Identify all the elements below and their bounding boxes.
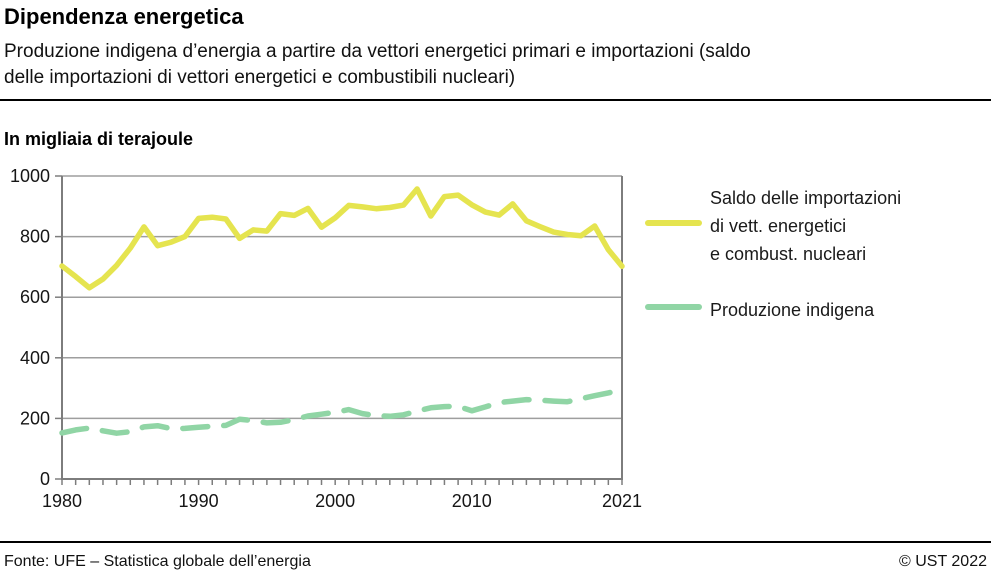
x-tick-label-1980: 1980 bbox=[42, 491, 82, 511]
x-tick-label-2010: 2010 bbox=[452, 491, 492, 511]
series-line-imports bbox=[59, 186, 625, 291]
legend-label-imports-line-1: Saldo delle importazioni bbox=[710, 188, 902, 208]
x-tick-label-1990: 1990 bbox=[179, 491, 219, 511]
legend-swatch-imports bbox=[645, 220, 702, 226]
chart-unit-label: In migliaia di terajoule bbox=[4, 129, 194, 149]
line-chart: 0 200 400 600 800 1000 1980 1990 2000 2010 2021 bbox=[10, 166, 642, 511]
y-tick-label-400: 400 bbox=[20, 348, 50, 368]
y-tick-label-600: 600 bbox=[20, 287, 50, 307]
x-tick-label-2021: 2021 bbox=[602, 491, 642, 511]
legend-label-imports-line-3: e combust. nucleari bbox=[710, 244, 867, 264]
legend-label-production: Produzione indigena bbox=[710, 296, 874, 324]
legend-label-imports: Saldo delle importazioni di vett. energe… bbox=[710, 184, 901, 268]
footer-divider bbox=[0, 541, 991, 543]
x-tick-label-2000: 2000 bbox=[315, 491, 355, 511]
page-title: Dipendenza energetica bbox=[4, 4, 244, 29]
y-tick-label-0: 0 bbox=[40, 469, 50, 489]
legend-label-production-line-1: Produzione indigena bbox=[710, 300, 875, 320]
footer-source: Fonte: UFE – Statistica globale dell’ene… bbox=[4, 553, 311, 570]
legend-label-imports-line-2: di vett. energetici bbox=[710, 216, 847, 236]
y-tick-label-1000: 1000 bbox=[10, 166, 50, 186]
series-line-production bbox=[59, 387, 625, 436]
subtitle-line-1: Produzione indigena d’energia a partire … bbox=[4, 41, 751, 62]
subtitle-line-2: delle importazioni di vettori energetici… bbox=[4, 67, 516, 88]
y-tick-label-800: 800 bbox=[20, 227, 50, 247]
y-tick-label-200: 200 bbox=[20, 408, 50, 428]
legend-swatch-production bbox=[645, 304, 702, 310]
footer-copyright: © UST 2022 bbox=[899, 553, 987, 570]
header-divider bbox=[0, 99, 991, 101]
page-subtitle: Produzione indigena d’energia a partire … bbox=[4, 39, 751, 91]
